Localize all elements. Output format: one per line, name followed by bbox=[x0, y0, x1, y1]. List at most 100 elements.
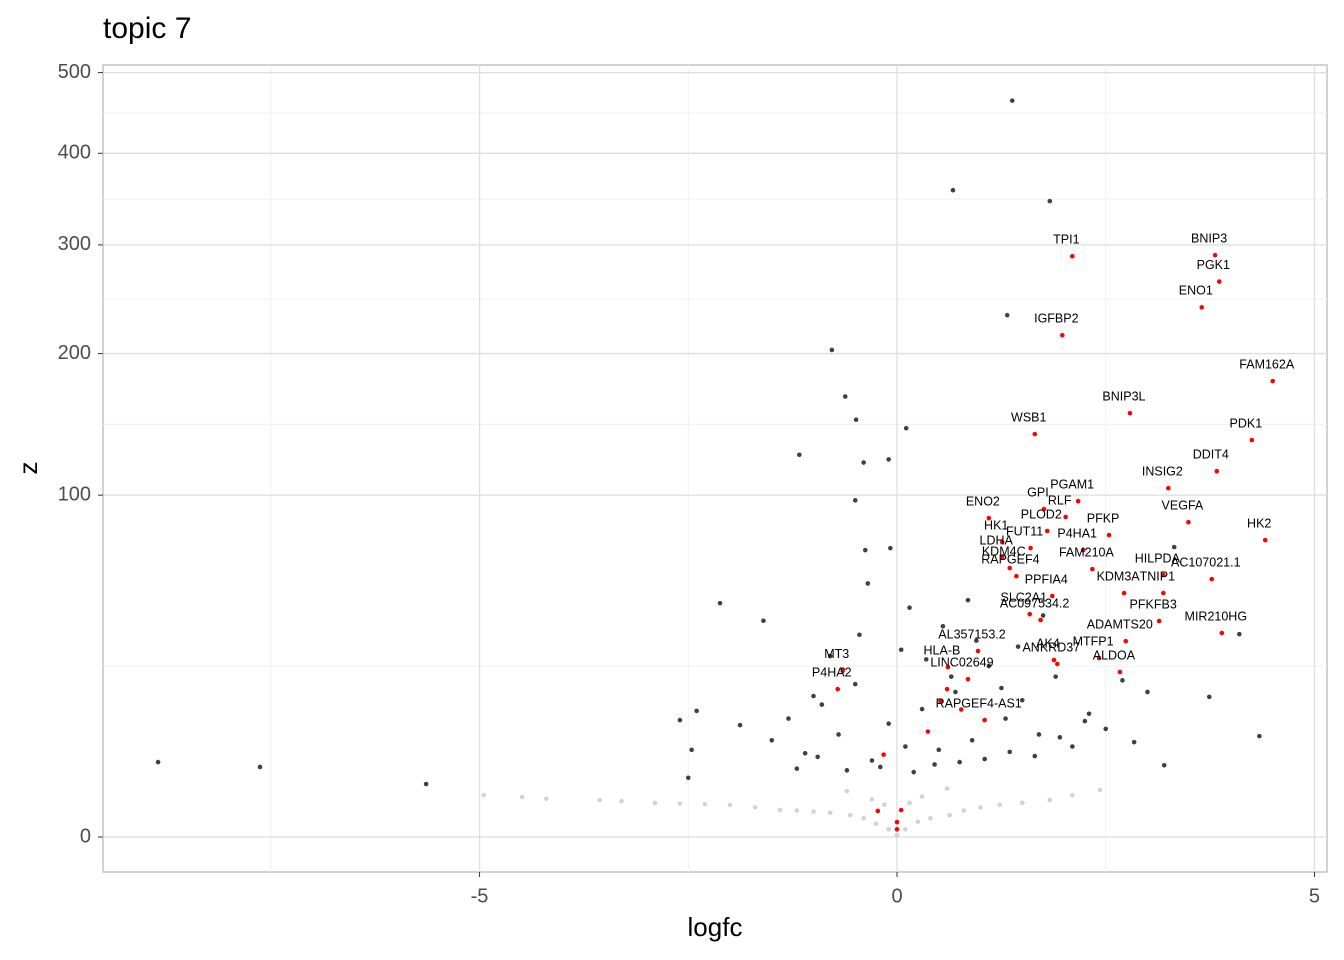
point-label: P4HA2 bbox=[812, 665, 852, 679]
point bbox=[869, 758, 875, 763]
point bbox=[847, 812, 853, 818]
point bbox=[1209, 576, 1215, 582]
point bbox=[717, 600, 723, 606]
point bbox=[761, 618, 766, 624]
y-tick-label: 500 bbox=[58, 61, 91, 83]
point bbox=[1090, 566, 1095, 572]
point-label: PGAM1 bbox=[1050, 477, 1094, 491]
point bbox=[886, 457, 891, 462]
point bbox=[1156, 618, 1162, 624]
point bbox=[1014, 573, 1019, 579]
point bbox=[1003, 716, 1008, 721]
point bbox=[1161, 590, 1166, 596]
point bbox=[948, 674, 954, 679]
point bbox=[986, 515, 992, 521]
point-label: KDM4C bbox=[982, 544, 1026, 558]
point-label: P4HA1 bbox=[1057, 526, 1097, 540]
point bbox=[597, 797, 603, 803]
point bbox=[974, 638, 979, 643]
point-label: BNIP3 bbox=[1191, 232, 1227, 246]
point bbox=[1080, 547, 1086, 553]
point bbox=[852, 498, 858, 503]
point bbox=[940, 623, 946, 629]
point-label: INSIG2 bbox=[1142, 465, 1183, 479]
point-label: LDHA bbox=[980, 533, 1014, 547]
point-label: IGFBP2 bbox=[1034, 312, 1079, 326]
point bbox=[907, 800, 912, 806]
point bbox=[677, 717, 683, 723]
point bbox=[1121, 590, 1127, 596]
point bbox=[677, 801, 683, 806]
point bbox=[1028, 545, 1033, 551]
point bbox=[888, 545, 893, 551]
chart-title: topic 7 bbox=[103, 12, 191, 45]
point bbox=[827, 810, 833, 816]
point bbox=[853, 417, 859, 423]
point-label: MTFP1 bbox=[1073, 634, 1114, 648]
point bbox=[944, 786, 950, 791]
point bbox=[689, 747, 694, 753]
point bbox=[1106, 532, 1112, 538]
point bbox=[685, 775, 691, 781]
point bbox=[1199, 305, 1205, 310]
point bbox=[155, 759, 161, 765]
point-label: AC097534.2 bbox=[1000, 596, 1070, 610]
point bbox=[965, 597, 971, 603]
point bbox=[1070, 253, 1075, 259]
y-tick-label: 100 bbox=[58, 483, 91, 505]
point bbox=[919, 794, 925, 799]
point bbox=[519, 794, 525, 800]
point-label: ENO1 bbox=[1179, 284, 1213, 298]
point bbox=[1186, 519, 1191, 525]
point-label: TNIP1 bbox=[1140, 569, 1175, 583]
point-label: HILPDA bbox=[1135, 551, 1181, 565]
point bbox=[844, 788, 850, 794]
point bbox=[947, 812, 952, 818]
point bbox=[619, 798, 624, 804]
point bbox=[1070, 744, 1075, 749]
point bbox=[997, 802, 1003, 808]
point bbox=[969, 738, 975, 743]
point-label: ANKRD37 bbox=[1022, 640, 1080, 654]
point-label: PFKFB3 bbox=[1130, 597, 1177, 611]
point bbox=[811, 693, 816, 699]
point bbox=[898, 807, 904, 813]
y-axis-label: z bbox=[13, 462, 43, 475]
point bbox=[999, 685, 1004, 691]
point-label: AK4 bbox=[1036, 636, 1060, 650]
point bbox=[752, 805, 758, 810]
point bbox=[815, 754, 820, 760]
point bbox=[1036, 732, 1042, 737]
point bbox=[797, 452, 802, 458]
point bbox=[1216, 279, 1222, 284]
point-label: ALDOA bbox=[1093, 648, 1136, 662]
point bbox=[1270, 378, 1276, 384]
point-labels: BNIP3 PGK1 ENO1 TPI1 IGFBP2 FAM162A WSB1 BNIP3L… bbox=[812, 232, 1295, 711]
point bbox=[928, 815, 933, 821]
point bbox=[827, 653, 833, 659]
y-tick-label: 400 bbox=[58, 142, 91, 164]
point bbox=[999, 539, 1005, 545]
point bbox=[950, 187, 956, 193]
point-label: VEGFA bbox=[1162, 499, 1204, 513]
point bbox=[1219, 630, 1225, 636]
point bbox=[903, 744, 908, 749]
point bbox=[961, 808, 967, 813]
point bbox=[737, 722, 743, 728]
point bbox=[1004, 312, 1010, 318]
point bbox=[982, 717, 987, 723]
point bbox=[925, 729, 931, 734]
point bbox=[840, 668, 846, 674]
point bbox=[1009, 98, 1015, 103]
point bbox=[852, 681, 858, 687]
point bbox=[1262, 537, 1268, 543]
point-label: WSB1 bbox=[1011, 410, 1046, 424]
point bbox=[1096, 655, 1102, 661]
point bbox=[1161, 762, 1167, 768]
point bbox=[1257, 733, 1262, 739]
point bbox=[1032, 431, 1038, 437]
point bbox=[986, 663, 992, 669]
point bbox=[811, 809, 816, 814]
point bbox=[1007, 565, 1013, 571]
